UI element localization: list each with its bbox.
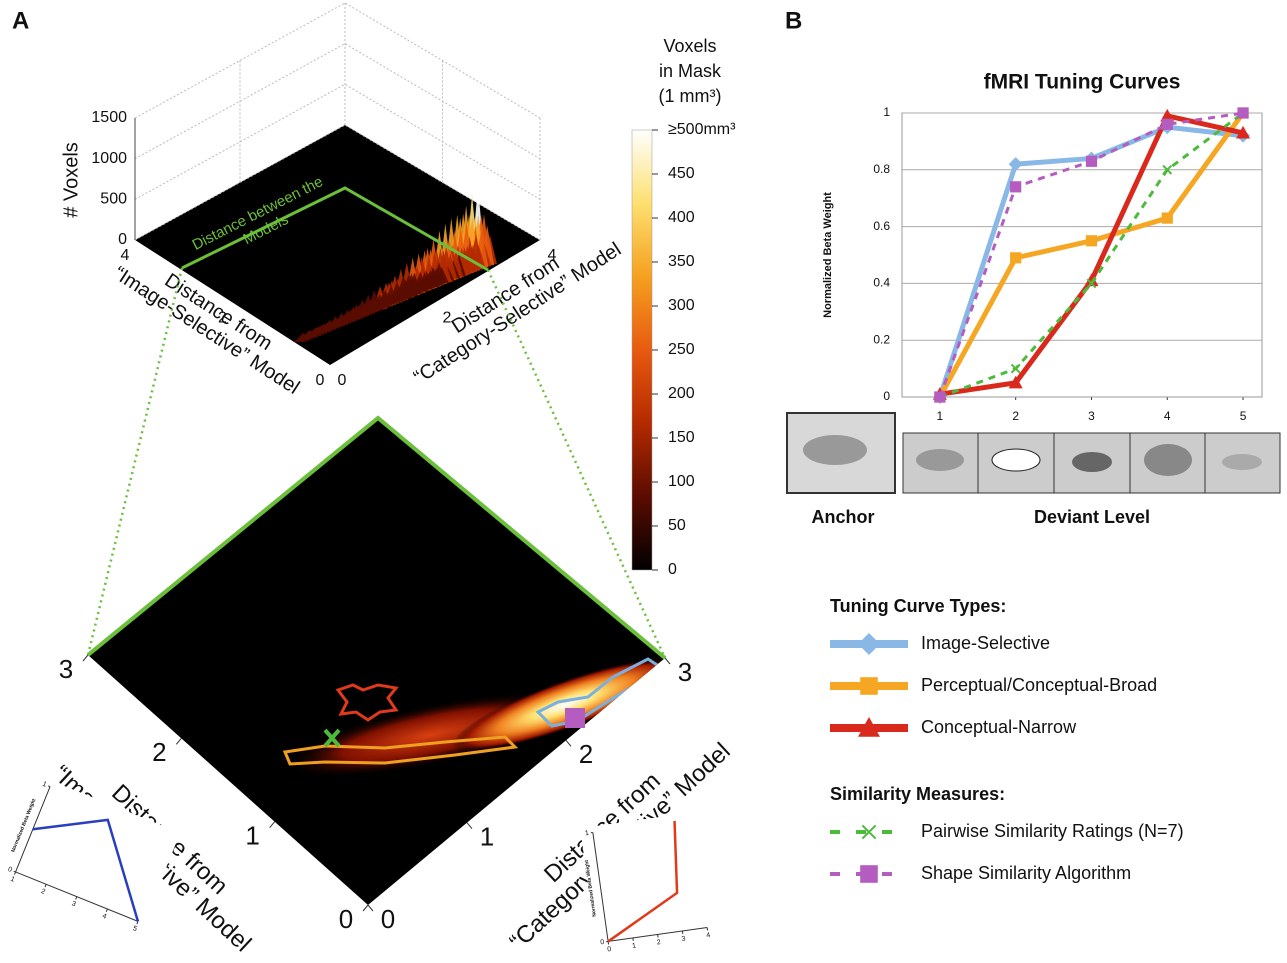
y-tick-label: 0 <box>339 904 353 934</box>
colorbar-tick-label: 400 <box>668 209 695 226</box>
marker <box>1162 119 1173 130</box>
z-tick-label: 1000 <box>91 150 127 167</box>
y-tick-label: 0 <box>338 372 347 389</box>
x-tick-label: 4 <box>1164 409 1171 423</box>
y-tick-label: 3 <box>59 654 73 684</box>
legend-label: Perceptual/Conceptual-Broad <box>921 675 1157 695</box>
legend-label: Pairwise Similarity Ratings (N=7) <box>921 821 1184 841</box>
tick-mark <box>83 655 88 661</box>
grid-line <box>135 3 540 118</box>
x-tick-label: 3 <box>678 657 692 687</box>
legend-label: Image-Selective <box>921 633 1050 653</box>
colorbar-tick-label: 150 <box>668 429 695 446</box>
y-tick-label: 0.4 <box>873 276 890 290</box>
marker <box>1009 157 1023 171</box>
x-tick-label: 1 <box>937 409 944 423</box>
colorbar-tick-label: 350 <box>668 253 695 270</box>
colorbar <box>632 130 652 570</box>
colorbar-tick-label: 50 <box>668 517 686 534</box>
legend-title: Tuning Curve Types: <box>830 596 1006 616</box>
marker <box>1162 212 1173 223</box>
legend-entry: Conceptual-Narrow <box>830 717 1077 737</box>
z-axis-label: # Voxels <box>60 142 82 218</box>
tick-mark <box>665 658 670 664</box>
tick-mark <box>363 905 368 911</box>
colorbar-tick-label: 300 <box>668 297 695 314</box>
tick-mark <box>270 822 275 828</box>
y-tick-label: 0.8 <box>873 162 890 176</box>
colorbar-tick-label: 0 <box>668 561 677 578</box>
chart-title: fMRI Tuning Curves <box>984 71 1181 94</box>
panel-label: B <box>785 7 802 34</box>
legend-entry: Shape Similarity Algorithm <box>830 863 1131 883</box>
legend-entry: Image-Selective <box>830 633 1050 655</box>
colorbar-tick-label: 250 <box>668 341 695 358</box>
legend-label: Shape Similarity Algorithm <box>921 863 1131 883</box>
marker <box>858 633 880 655</box>
z-tick-label: 0 <box>118 231 127 248</box>
y-tick-label: 1 <box>245 821 259 851</box>
legend-title: Similarity Measures: <box>830 784 1005 804</box>
marker <box>1086 235 1097 246</box>
marker <box>1010 252 1021 263</box>
legend-entry: Pairwise Similarity Ratings (N=7) <box>830 821 1184 841</box>
tick-mark <box>176 738 181 744</box>
legend-entry: Perceptual/Conceptual-Broad <box>830 675 1157 695</box>
marker <box>1010 181 1021 192</box>
z-tick-label: 500 <box>100 191 127 208</box>
marker <box>934 391 945 402</box>
tick-mark <box>566 740 571 746</box>
text-line: Voxels <box>663 36 716 56</box>
tick-mark <box>467 823 472 829</box>
inset-bg <box>0 777 180 939</box>
image-label: Deviant Level <box>1034 507 1150 527</box>
colorbar-tick-label: 450 <box>668 165 695 182</box>
x-tick-label: 2 <box>1012 409 1019 423</box>
figure: A B 050010001500# VoxelsDistance between… <box>0 0 1287 963</box>
x-tick-label: 3 <box>1088 409 1095 423</box>
marker <box>860 677 878 695</box>
legend-label: Conceptual-Narrow <box>921 717 1077 737</box>
series-line <box>940 127 1243 397</box>
x-tick-label: 0 <box>316 372 325 389</box>
y-tick-label: 0 <box>883 389 890 403</box>
tick-mark <box>368 905 373 911</box>
y-tick-label: 0.6 <box>873 219 890 233</box>
legend: Tuning Curve Types: Similarity Measures: I… <box>830 596 1184 883</box>
y-axis-label: Normalized Beta Weight <box>822 192 834 318</box>
y-tick-label: 2 <box>152 737 166 767</box>
colorbar-tick-label: 100 <box>668 473 695 490</box>
stimulus-images <box>787 413 1280 493</box>
marker-square <box>565 708 585 728</box>
y-tick-label: 1 <box>883 105 890 119</box>
x-tick-label: 1 <box>480 822 494 852</box>
text-line: (1 mm³) <box>659 86 722 106</box>
colorbar-tick-label: ≥500mm³ <box>668 121 736 138</box>
image-label: Anchor <box>812 507 875 527</box>
marker <box>1237 107 1248 118</box>
x-tick-label: 5 <box>1240 409 1247 423</box>
colorbar-tick-label: 200 <box>668 385 695 402</box>
x-tick-label: 0 <box>381 904 395 934</box>
y-tick-label: 0.2 <box>873 332 890 346</box>
marker <box>860 865 878 883</box>
z-tick-label: 1500 <box>91 109 127 126</box>
multiline-text: Voxels in Mask (1 mm³) <box>659 36 723 106</box>
text-line: in Mask <box>659 61 722 81</box>
panel-label: A <box>12 7 29 34</box>
x-tick-label: 2 <box>579 739 593 769</box>
marker <box>1086 156 1097 167</box>
